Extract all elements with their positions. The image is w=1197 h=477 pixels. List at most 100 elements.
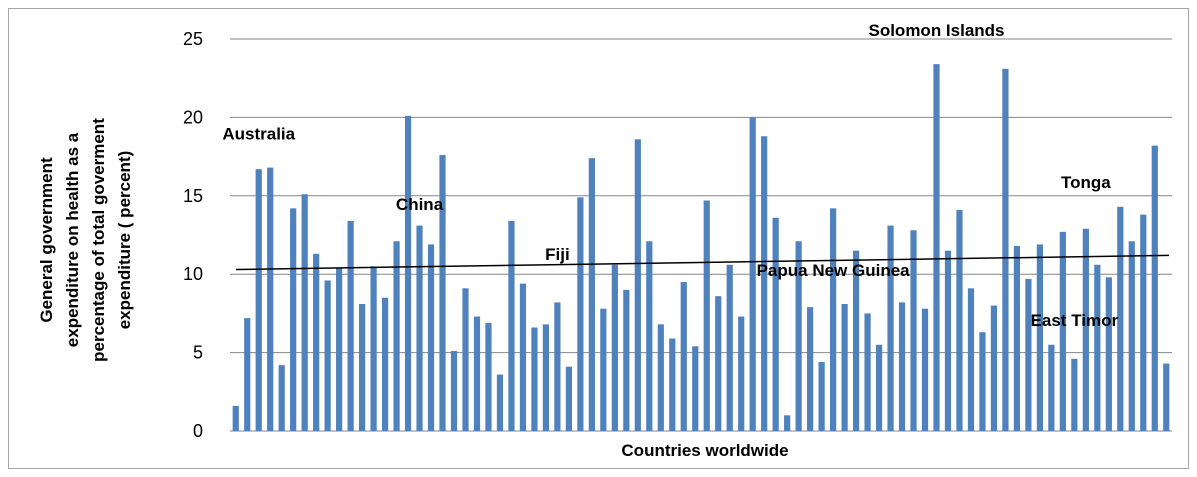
x-axis-label: Countries worldwide [621, 441, 788, 460]
bar-4 [267, 167, 274, 431]
y-axis-label-line-4: expenditure ( percent) [115, 151, 134, 330]
y-tick-15: 15 [183, 186, 203, 206]
bar-39 [669, 338, 676, 431]
bar-25 [508, 220, 515, 431]
bar-32 [588, 158, 595, 432]
bar-58 [887, 225, 894, 431]
bar-63 [944, 250, 952, 431]
bar-27 [531, 327, 538, 431]
bar-28 [542, 324, 550, 431]
annotation-fiji: Fiji [545, 245, 570, 264]
bar-64 [956, 209, 963, 431]
annotations: Australia China Fiji Papua New Guinea Solomo… [222, 21, 1118, 330]
bar-44 [726, 264, 733, 431]
bar-22 [473, 316, 481, 431]
bar-67 [990, 305, 998, 431]
bar-56 [864, 313, 871, 431]
annotation-china: China [396, 195, 444, 214]
bar-7 [301, 194, 308, 431]
bar-29 [554, 302, 561, 431]
bar-36 [634, 139, 641, 431]
bar-17 [416, 225, 423, 431]
bar-3 [255, 169, 262, 431]
bar-78 [1117, 206, 1124, 431]
y-axis-label: General government expenditure on health … [37, 118, 134, 362]
bar-55 [852, 250, 860, 431]
bar-31 [577, 197, 584, 431]
bar-42 [703, 200, 710, 431]
bar-34 [611, 264, 618, 431]
bars [232, 64, 1170, 432]
bar-72 [1048, 344, 1055, 431]
trendline [235, 254, 1170, 271]
y-axis-label-line-1: General government [37, 157, 56, 323]
bar-12 [359, 303, 366, 431]
bar-35 [623, 289, 630, 431]
bar-37 [646, 241, 653, 431]
bar-11 [347, 220, 354, 431]
bar-33 [600, 308, 607, 431]
bar-13 [370, 266, 377, 431]
bar-49 [784, 415, 791, 431]
bar-23 [485, 322, 492, 431]
bar-30 [565, 366, 572, 431]
bar-43 [715, 296, 722, 431]
bar-5 [278, 365, 285, 431]
bar-10 [336, 267, 343, 431]
bar-71 [1036, 244, 1043, 431]
bar-19 [439, 155, 446, 431]
bar-54 [841, 303, 848, 431]
bar-20 [450, 351, 458, 431]
bar-48 [772, 217, 779, 431]
bar-69 [1013, 245, 1021, 431]
bar-60 [910, 230, 917, 431]
trendline-group [235, 254, 1170, 271]
bar-9 [324, 280, 331, 431]
y-axis-label-line-3: percentage of total goverment [89, 118, 108, 362]
bar-24 [496, 374, 504, 431]
bar-14 [381, 297, 389, 431]
bar-59 [898, 302, 906, 431]
y-tick-5: 5 [193, 343, 203, 363]
bar-21 [462, 288, 469, 431]
bar-73 [1059, 231, 1066, 431]
y-tick-25: 25 [183, 29, 203, 49]
bar-46 [749, 117, 756, 432]
annotation-papua-new-guinea: Papua New Guinea [757, 261, 911, 280]
bar-81 [1151, 145, 1158, 431]
bar-51 [807, 307, 814, 431]
bar-75 [1082, 228, 1089, 431]
bar-47 [761, 136, 768, 431]
bar-77 [1105, 277, 1112, 431]
bar-52 [818, 362, 825, 431]
bar-68 [1002, 68, 1009, 431]
bar-26 [519, 283, 527, 431]
bar-18 [427, 244, 435, 431]
annotation-tonga: Tonga [1061, 173, 1111, 192]
y-tick-10: 10 [183, 264, 203, 284]
bar-15 [393, 241, 400, 431]
y-tick-0: 0 [193, 421, 203, 441]
bar-40 [680, 282, 687, 431]
annotation-australia: Australia [222, 124, 295, 143]
bar-1 [232, 405, 239, 431]
bar-38 [657, 324, 664, 431]
y-tick-20: 20 [183, 107, 203, 127]
bar-8 [313, 253, 320, 431]
bar-82 [1163, 363, 1170, 431]
annotation-east-timor: East Timor [1031, 311, 1119, 330]
bar-6 [290, 208, 297, 431]
bar-41 [692, 346, 699, 431]
bar-16 [404, 115, 412, 431]
annotation-solomon-islands: Solomon Islands [868, 21, 1004, 40]
bar-62 [933, 64, 940, 431]
bar-66 [979, 332, 986, 431]
bar-61 [921, 308, 929, 431]
bar-65 [967, 288, 975, 431]
y-axis-label-line-2: expenditure on health as a [63, 132, 82, 347]
bar-53 [830, 208, 837, 431]
y-tick-labels: 0 5 10 15 20 25 [183, 29, 203, 441]
bar-79 [1128, 241, 1135, 431]
bar-45 [738, 316, 745, 431]
